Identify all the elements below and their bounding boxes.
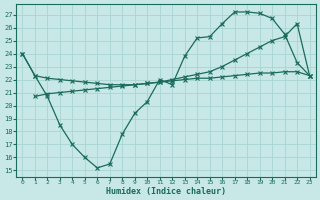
X-axis label: Humidex (Indice chaleur): Humidex (Indice chaleur) (106, 187, 226, 196)
